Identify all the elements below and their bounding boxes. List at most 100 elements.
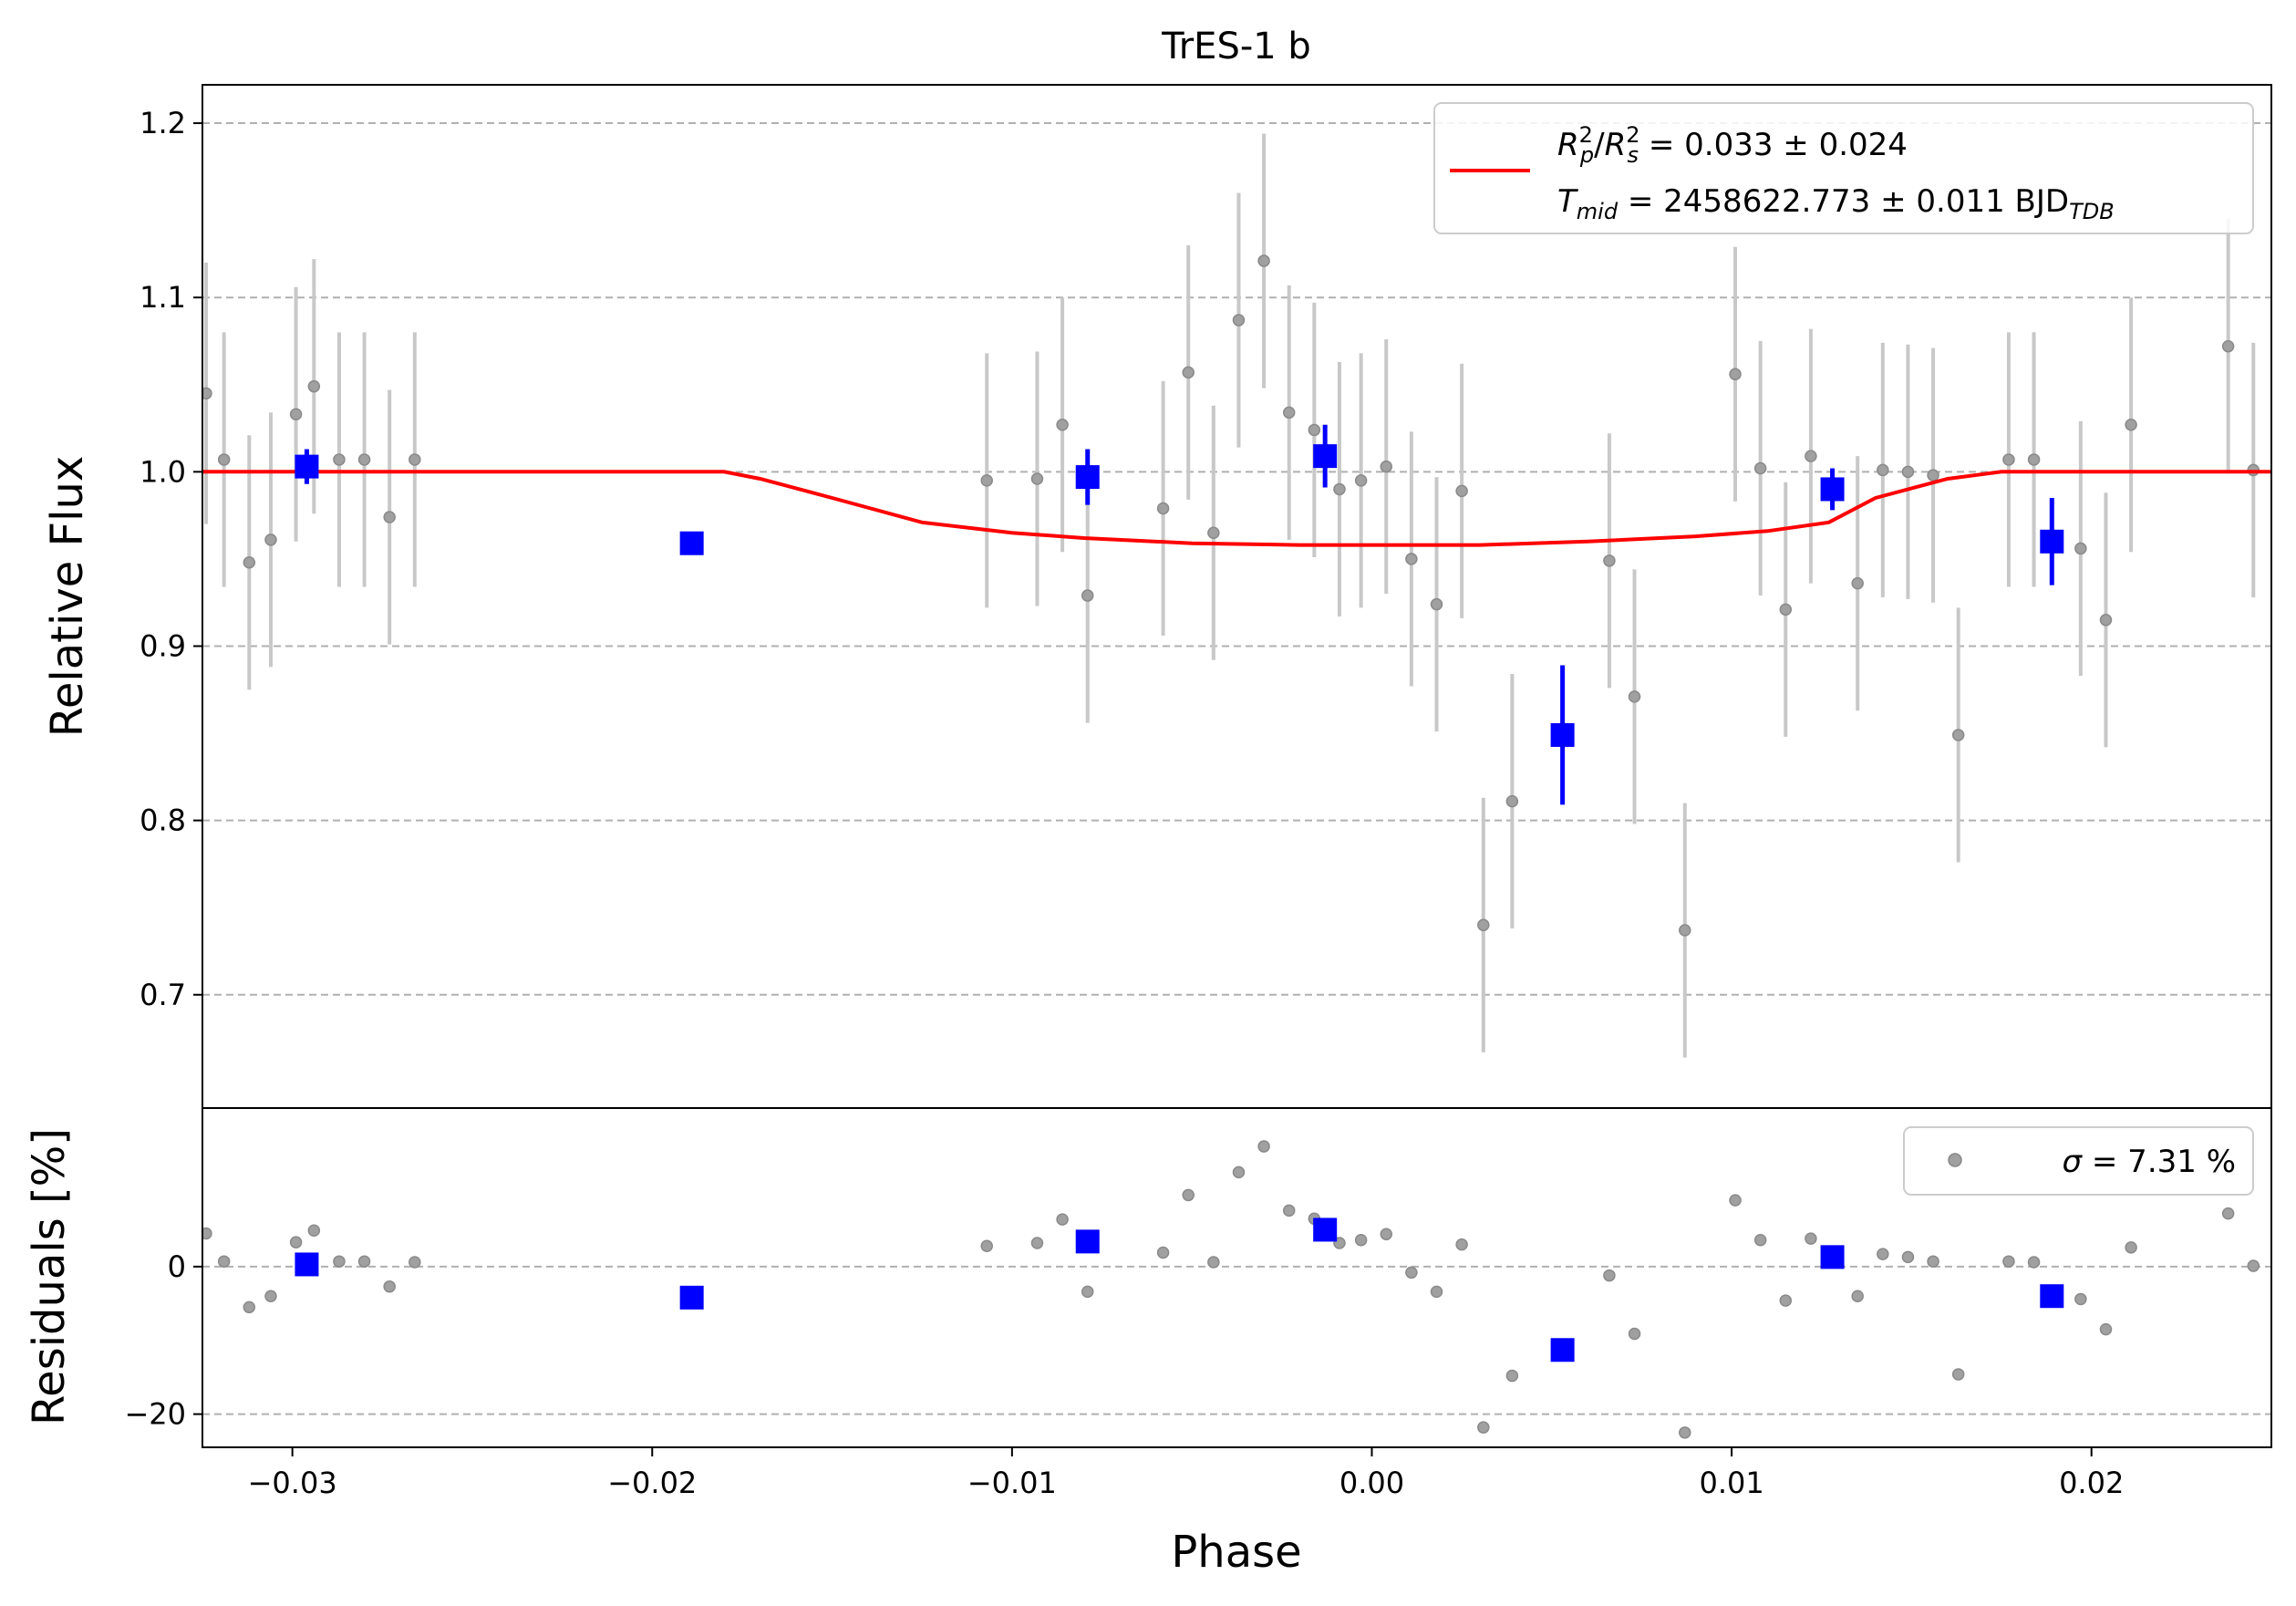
raw-point — [1257, 254, 1270, 267]
main-legend: R2 p/R2 s = 0.033 ± 0.024 Tmid = 2458622.7… — [1433, 102, 2254, 234]
residual-axes-frame — [202, 1107, 2272, 1448]
residual-raw-point — [1257, 1140, 1270, 1153]
residual-legend: σ = 7.31 % — [1903, 1126, 2254, 1196]
main-ytick-label: 1.1 — [140, 280, 186, 315]
raw-point — [1380, 460, 1393, 473]
raw-point — [1430, 597, 1443, 611]
raw-point — [1405, 553, 1418, 565]
residual-ytick-label: −20 — [124, 1397, 186, 1432]
raw-point — [980, 474, 993, 487]
raw-point — [1282, 406, 1296, 420]
binned-point — [1550, 722, 1575, 747]
residual-raw-point — [1455, 1238, 1468, 1251]
raw-point — [1081, 589, 1094, 602]
residual-raw-point — [1405, 1266, 1418, 1280]
residual-raw-point — [333, 1255, 346, 1268]
raw-point — [289, 408, 303, 421]
residual-raw-point — [2074, 1292, 2087, 1306]
x-axis-ticks: −0.03 −0.02 −0.01 0.00 0.01 0.02 — [248, 1447, 2124, 1500]
residual-binned-point — [1075, 1229, 1100, 1254]
raw-point — [409, 453, 421, 466]
residual-raw-point — [1805, 1232, 1817, 1245]
raw-point — [1753, 461, 1767, 475]
residual-plot-area — [202, 1140, 2260, 1439]
main-ytick-label: 0.9 — [140, 628, 186, 663]
raw-point — [1354, 474, 1368, 487]
residual-binned-point — [1313, 1217, 1338, 1242]
residual-y-ticks: −20 0 — [124, 1249, 202, 1432]
raw-point — [1851, 576, 1864, 590]
main-plot-area — [202, 133, 2271, 1058]
residual-raw-point — [357, 1255, 371, 1268]
residual-raw-point — [1282, 1204, 1296, 1217]
raw-point — [307, 379, 321, 393]
main-ytick-label: 0.8 — [140, 803, 186, 838]
residual-raw-point — [289, 1236, 303, 1249]
raw-point — [357, 453, 371, 466]
residual-raw-point — [1851, 1290, 1864, 1302]
residual-gridlines — [202, 1265, 2271, 1415]
residual-raw-points — [202, 1140, 2260, 1439]
residual-raw-point — [2221, 1207, 2235, 1220]
residual-raw-point — [1056, 1213, 1069, 1226]
raw-point — [1951, 729, 1965, 741]
residual-raw-point — [1628, 1327, 1641, 1341]
residual-raw-point — [1603, 1269, 1616, 1282]
residual-raw-point — [2002, 1255, 2015, 1268]
residual-raw-point — [1207, 1256, 1220, 1269]
raw-point — [1927, 469, 1939, 482]
residual-raw-point — [1877, 1248, 1889, 1260]
residual-binned-points — [295, 1217, 2064, 1363]
residual-raw-point — [1030, 1237, 1044, 1249]
x-axis-label: Phase — [1171, 1527, 1301, 1578]
residual-raw-point — [1505, 1369, 1519, 1383]
residual-raw-point — [2247, 1259, 2260, 1272]
raw-point — [1477, 918, 1490, 932]
chart-title: TrES-1 b — [1161, 26, 1311, 67]
residual-binned-point — [2040, 1284, 2064, 1309]
binned-point — [679, 531, 704, 555]
raw-point — [243, 555, 256, 569]
residual-raw-point — [243, 1300, 256, 1314]
raw-point — [2099, 614, 2113, 627]
binned-point — [1820, 477, 1845, 502]
binned-point — [2040, 529, 2064, 554]
residual-legend-box — [1903, 1126, 2254, 1196]
residual-raw-point — [2027, 1256, 2041, 1269]
residual-raw-point — [264, 1290, 277, 1302]
raw-point — [2002, 453, 2015, 466]
residual-binned-point — [679, 1285, 704, 1310]
raw-point — [2074, 542, 2087, 555]
raw-point — [2221, 339, 2235, 353]
transit-model-line — [202, 470, 2271, 547]
binned-point — [1313, 444, 1338, 469]
xtick-label: 0.00 — [1339, 1466, 1404, 1500]
main-ytick-label: 0.7 — [140, 978, 186, 1012]
main-legend-box — [1433, 102, 2254, 234]
residual-binned-point — [1820, 1245, 1845, 1269]
raw-point — [1182, 366, 1195, 379]
residual-raw-point — [1729, 1194, 1742, 1207]
residual-raw-point — [2125, 1241, 2137, 1254]
residual-raw-point — [1951, 1368, 1965, 1381]
main-y-ticks: 0.7 0.8 0.9 1.0 1.1 1.2 — [140, 106, 202, 1012]
raw-point — [1779, 603, 1793, 616]
residual-raw-point — [409, 1256, 421, 1269]
raw-point — [1156, 502, 1170, 515]
residual-raw-point — [1182, 1188, 1195, 1202]
xtick-label: −0.02 — [607, 1466, 697, 1500]
residual-raw-point — [1901, 1250, 1915, 1264]
residual-raw-point — [217, 1255, 231, 1268]
residual-raw-point — [1927, 1255, 1939, 1268]
residual-raw-point — [1477, 1421, 1490, 1434]
raw-point — [1901, 465, 1915, 479]
raw-point — [1030, 472, 1044, 485]
raw-point — [1505, 794, 1519, 808]
residual-raw-point — [1679, 1426, 1691, 1439]
raw-point — [1628, 690, 1641, 703]
raw-point — [333, 453, 346, 466]
raw-point — [1455, 484, 1468, 498]
binned-point — [295, 454, 319, 479]
